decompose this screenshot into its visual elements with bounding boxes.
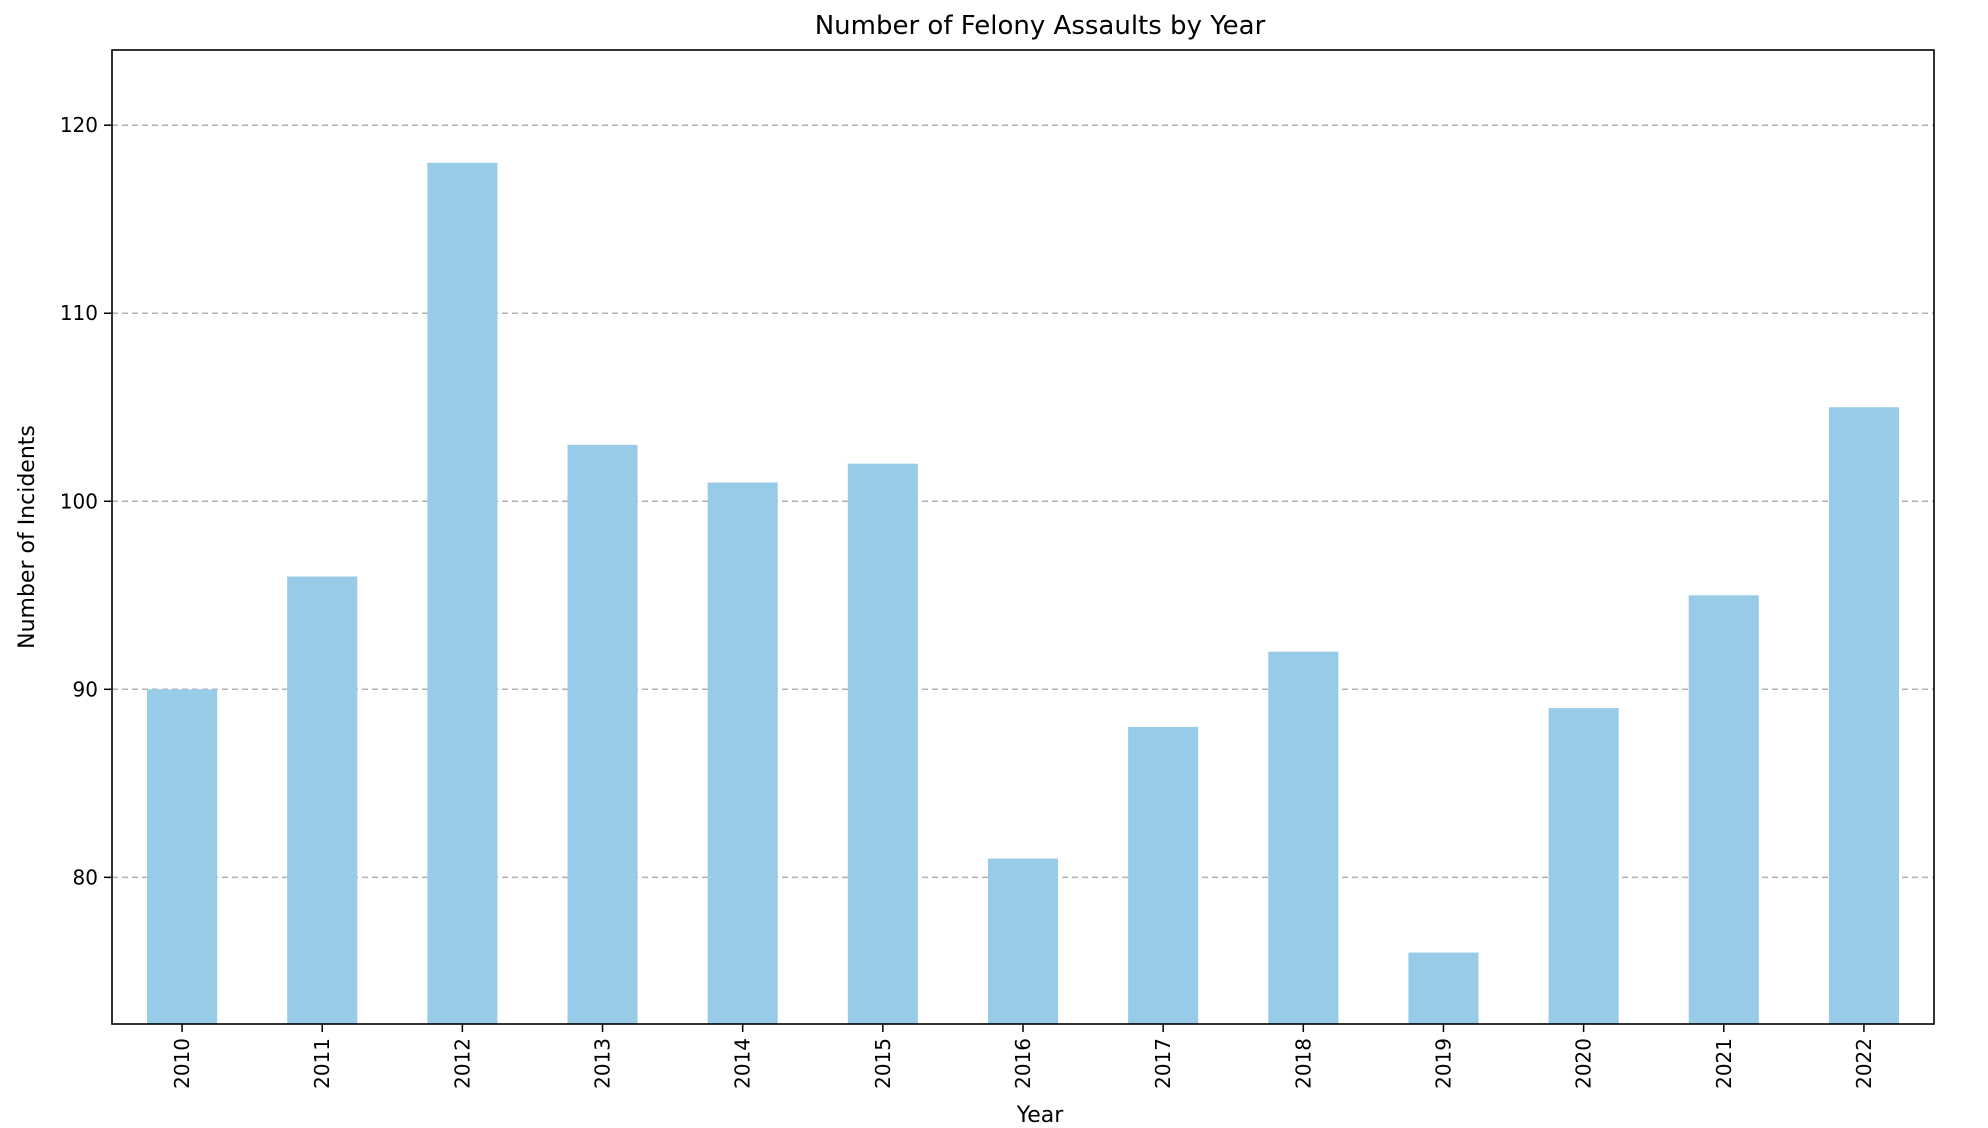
plot-frame [111, 49, 1935, 1025]
x-tick-label: 2017 [1151, 1038, 1175, 1089]
y-axis-ticks: 80 90 100 110 120 [60, 113, 112, 889]
x-axis-ticks: 2010 2011 2012 2013 2014 2015 2016 2017 2018 2019… [170, 1024, 1876, 1089]
x-tick-label: 2016 [1011, 1038, 1035, 1089]
x-tick-label: 2021 [1712, 1038, 1736, 1089]
x-tick-label: 2014 [731, 1038, 755, 1089]
bar-2018 [1268, 651, 1339, 1024]
x-tick-label: 2018 [1291, 1038, 1315, 1089]
y-tick-label: 80 [73, 865, 98, 889]
bar-2013 [567, 444, 638, 1024]
x-tick-label: 2010 [170, 1038, 194, 1089]
bar-2012 [427, 162, 498, 1024]
bars [147, 162, 1899, 1025]
y-tick-label: 110 [60, 301, 98, 325]
bar-2010 [147, 689, 218, 1024]
bar-2021 [1688, 595, 1759, 1024]
bar-2017 [1128, 726, 1199, 1024]
x-tick-label: 2011 [310, 1038, 334, 1089]
y-tick-label: 100 [60, 489, 98, 513]
bar-2014 [707, 482, 778, 1024]
x-tick-label: 2012 [450, 1038, 474, 1089]
x-axis-label: Year [1016, 1103, 1065, 1128]
bar-2011 [287, 576, 358, 1024]
x-tick-label: 2015 [871, 1038, 895, 1089]
bar-2022 [1828, 407, 1899, 1025]
y-tick-label: 90 [73, 677, 98, 701]
x-tick-label: 2020 [1572, 1038, 1596, 1089]
x-tick-label: 2013 [591, 1038, 615, 1089]
x-tick-label: 2019 [1431, 1038, 1455, 1089]
bar-2016 [987, 858, 1059, 1024]
chart-title: Number of Felony Assaults by Year [815, 11, 1266, 41]
y-axis-label: Number of Incidents [15, 425, 40, 649]
bar-2019 [1408, 952, 1479, 1024]
grid-lines [112, 124, 1934, 879]
bar-2015 [847, 463, 918, 1024]
y-tick-label: 120 [60, 113, 98, 137]
x-tick-label: 2022 [1852, 1038, 1876, 1089]
bar-2020 [1548, 708, 1619, 1024]
